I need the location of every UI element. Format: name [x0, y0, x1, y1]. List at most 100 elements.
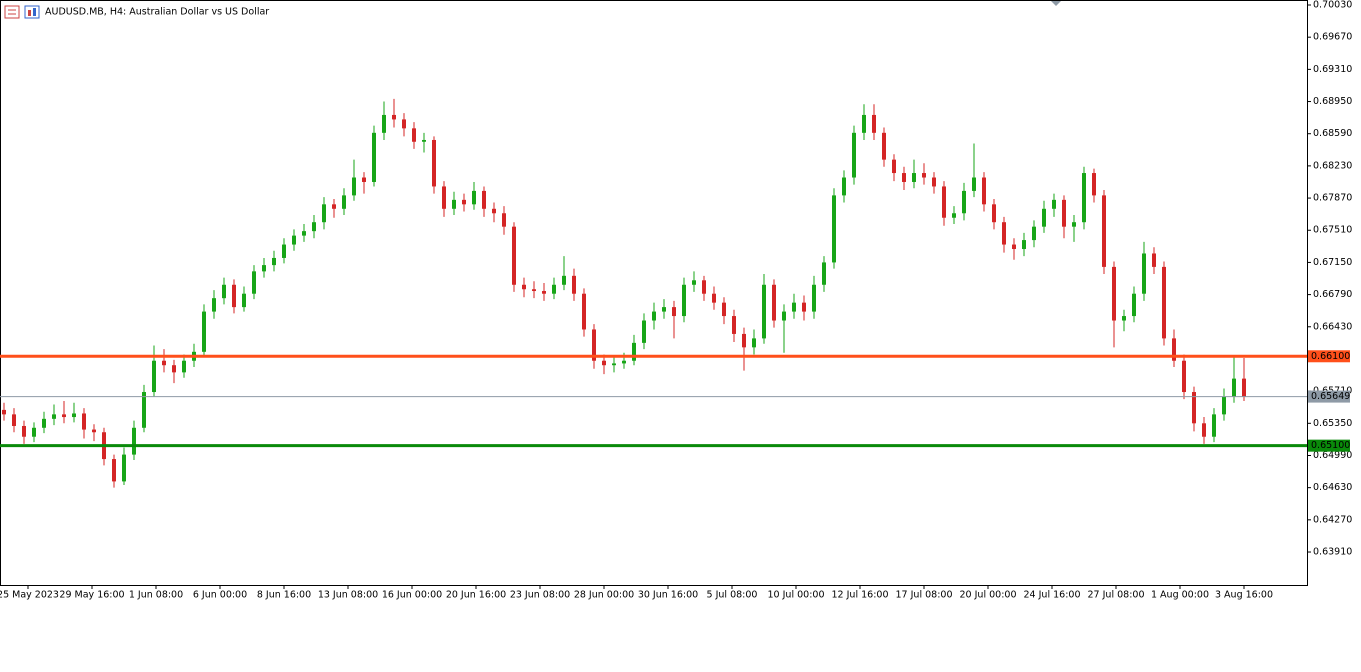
candle-body — [882, 132, 886, 160]
candle-body — [1192, 392, 1196, 424]
candle-body — [442, 186, 446, 209]
plot-frame — [0, 0, 1308, 586]
candle-body — [1062, 199, 1066, 227]
candle-body — [292, 235, 296, 245]
y-tick-label: 0.64630 — [1313, 482, 1352, 493]
scroll-marker[interactable] — [1051, 1, 1061, 6]
candle-body — [652, 311, 656, 321]
candle-body — [1052, 199, 1056, 209]
x-tick-label: 27 Jul 08:00 — [1088, 590, 1145, 601]
candle-body — [132, 427, 136, 455]
candle-body — [1012, 244, 1016, 250]
candle-body — [762, 284, 766, 339]
candle-body — [562, 275, 566, 285]
candle-body — [862, 114, 866, 133]
x-tick-label: 8 Jun 16:00 — [257, 590, 311, 601]
x-tick-label: 29 May 16:00 — [59, 590, 124, 601]
icon-chart[interactable] — [24, 5, 40, 19]
candle-body — [1202, 423, 1206, 437]
candle-body — [232, 284, 236, 308]
price-tag — [1308, 390, 1350, 403]
candle-body — [1132, 293, 1136, 317]
candle-body — [332, 204, 336, 209]
candle-body — [832, 195, 836, 263]
candle-body — [322, 204, 326, 223]
candle-body — [362, 177, 366, 182]
price-tag-label: 0.65100 — [1311, 440, 1350, 451]
candle-body — [782, 311, 786, 321]
y-tick-label: 0.64270 — [1313, 514, 1352, 525]
x-tick-label: 13 Jun 08:00 — [318, 590, 378, 601]
candle-body — [52, 414, 56, 419]
y-tick-label: 0.69310 — [1313, 64, 1352, 75]
icon-bar — [28, 10, 31, 16]
candle-body — [1072, 222, 1076, 227]
candle-body — [432, 139, 436, 187]
candle-body — [572, 275, 576, 294]
candle-body — [1022, 240, 1026, 250]
candle-body — [722, 302, 726, 317]
x-tick-label: 17 Jul 08:00 — [896, 590, 953, 601]
candle-body — [402, 119, 406, 129]
candle-body — [262, 265, 266, 272]
y-tick-label: 0.69670 — [1313, 32, 1352, 43]
candle-body — [452, 199, 456, 209]
candle-body — [122, 454, 126, 482]
candle-body — [582, 293, 586, 330]
candle-body — [152, 360, 156, 393]
candle-body — [522, 284, 526, 290]
y-tick-label: 0.68590 — [1313, 128, 1352, 139]
y-tick-label: 0.65350 — [1313, 418, 1352, 429]
candle-body — [1152, 253, 1156, 267]
candle-body — [1142, 253, 1146, 294]
candle-body — [852, 132, 856, 178]
candle-body — [602, 360, 606, 366]
y-tick-label: 0.67150 — [1313, 257, 1352, 268]
candle-body — [72, 413, 76, 418]
x-tick-label: 28 Jun 00:00 — [574, 590, 634, 601]
candle-body — [242, 293, 246, 308]
candle-body — [872, 114, 876, 133]
candle-body — [1032, 226, 1036, 241]
candle-body — [532, 289, 536, 292]
candle-body — [1172, 338, 1176, 361]
candle-body — [1102, 195, 1106, 267]
candle-body — [412, 128, 416, 142]
x-tick-label: 6 Jun 00:00 — [193, 590, 247, 601]
x-tick-label: 23 Jun 08:00 — [510, 590, 570, 601]
candle-body — [172, 365, 176, 373]
candle-body — [802, 302, 806, 312]
candle-body — [372, 132, 376, 182]
candle-body — [952, 213, 956, 218]
y-tick-label: 0.68950 — [1313, 96, 1352, 107]
chart-title: AUDUSD.MB, H4: Australian Dollar vs US D… — [45, 7, 269, 18]
candle-body — [222, 284, 226, 299]
candle-body — [112, 459, 116, 482]
candle-body — [912, 173, 916, 182]
candle-body — [202, 311, 206, 352]
y-tick-label: 0.66430 — [1313, 321, 1352, 332]
candle-body — [1042, 208, 1046, 227]
toolbar-icons — [4, 5, 40, 19]
candle-body — [382, 114, 386, 133]
x-tick-label: 1 Aug 00:00 — [1151, 590, 1209, 601]
candle-body — [1182, 360, 1186, 393]
candle-body — [962, 190, 966, 214]
candle-body — [622, 360, 626, 364]
candle-body — [902, 173, 906, 182]
candle-body — [552, 284, 556, 294]
candle-body — [12, 414, 16, 426]
candle-body — [392, 114, 396, 120]
candle-body — [792, 302, 796, 312]
candle-body — [162, 360, 166, 366]
candle-body — [82, 413, 86, 430]
candle-body — [682, 284, 686, 317]
candle-body — [142, 392, 146, 428]
icon-list[interactable] — [4, 5, 20, 19]
candle-body — [212, 298, 216, 312]
candle-body — [182, 360, 186, 373]
candle-body — [642, 320, 646, 343]
y-tick-label: 0.67510 — [1313, 225, 1352, 236]
candle-body — [252, 271, 256, 294]
